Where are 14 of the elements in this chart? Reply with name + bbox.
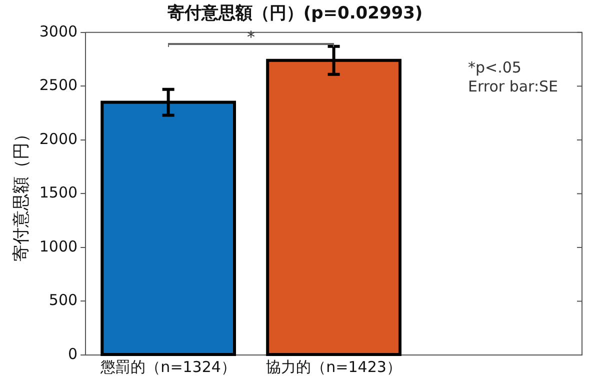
annotation: *p<.05 (468, 58, 522, 76)
y-tick-label: 2000 (39, 130, 78, 148)
y-tick-label: 500 (48, 291, 78, 310)
chart-title: 寄付意思額（円）(p=0.02993) (167, 4, 423, 24)
y-tick-label: 0 (68, 344, 78, 363)
annotation: * (247, 27, 256, 46)
y-tick-label: 3000 (39, 22, 78, 40)
y-axis-title: 寄付意思額（円） (12, 126, 32, 262)
x-tick-label: 協力的（n=1423） (266, 358, 402, 376)
y-tick-label: 2500 (39, 76, 78, 94)
annotation: Error bar:SE (468, 77, 558, 96)
y-tick-label: 1500 (39, 184, 78, 202)
x-tick-label: 懲罰的（n=1324） (100, 358, 236, 376)
y-tick-label: 1000 (39, 237, 78, 256)
